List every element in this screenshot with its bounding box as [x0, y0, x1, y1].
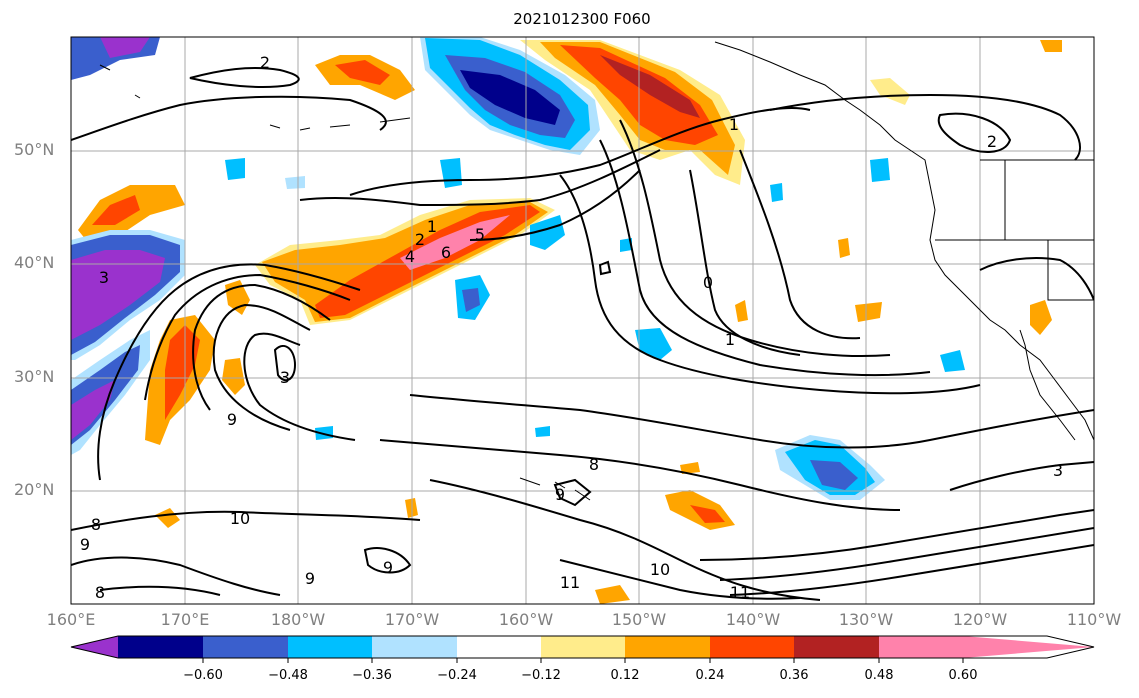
- contour-label: 9: [555, 485, 565, 504]
- lon-label: 160°W: [498, 610, 554, 629]
- contour-label: 1: [725, 330, 735, 349]
- contour-label: 8: [95, 583, 105, 602]
- lon-label: 160°E: [46, 610, 96, 629]
- contour-label: 1: [729, 115, 739, 134]
- lon-label: 120°W: [952, 610, 1008, 629]
- lat-label: 20°N: [14, 480, 55, 499]
- colorbar-segment: [118, 636, 203, 658]
- colorbar-segment: [794, 636, 879, 658]
- colorbar-min-extension: [71, 636, 118, 658]
- contour-label: 8: [589, 455, 599, 474]
- contour-label: 9: [227, 410, 237, 429]
- colorbar-max-extension: [963, 636, 1094, 658]
- lat-label: 40°N: [14, 253, 55, 272]
- colorbar-tick-label: −0.36: [352, 668, 392, 683]
- colorbar-segment: [541, 636, 625, 658]
- colorbar-segment: [879, 636, 963, 658]
- plot-title: 2021012300 F060: [513, 10, 651, 28]
- colorbar-tick-label: −0.12: [521, 668, 561, 683]
- lat-label: 50°N: [14, 140, 55, 159]
- colorbar-tick-label: −0.24: [437, 668, 477, 683]
- colorbar-tick-label: −0.48: [268, 668, 308, 683]
- contour-label: 10: [650, 560, 670, 579]
- contour-label: 11: [730, 583, 750, 602]
- contour-label: 4: [405, 247, 415, 266]
- lon-label: 110°W: [1066, 610, 1122, 629]
- lon-label: 140°W: [725, 610, 781, 629]
- contour-label: 3: [99, 268, 109, 287]
- lon-label: 170°E: [160, 610, 210, 629]
- lon-label: 150°W: [611, 610, 667, 629]
- contour-label: 1: [427, 217, 437, 236]
- warm-region-western-pacific: [78, 40, 1062, 604]
- contour-label: 9: [383, 558, 393, 577]
- lon-label: 180°W: [270, 610, 326, 629]
- warm-region-northeast-pacific: [520, 40, 745, 185]
- contour-label: 0: [703, 273, 713, 292]
- contour-label: 6: [441, 243, 451, 262]
- contour-label: 9: [305, 569, 315, 588]
- colorbar-segment: [372, 636, 457, 658]
- contour-label: 11: [560, 573, 580, 592]
- contour-label: 2: [260, 53, 270, 72]
- colorbar: [70, 635, 1095, 663]
- contour-label: 5: [475, 225, 485, 244]
- contour-label: 3: [280, 368, 290, 387]
- contour-labels: 2 2 1 1 2 3 6 5 4 3 9 0 1 8 9 10 9 11 10…: [80, 53, 1063, 602]
- contour-lines: [71, 67, 1094, 601]
- colorbar-tick-label: 0.12: [610, 668, 640, 683]
- cold-region-other: [225, 158, 965, 500]
- contour-label: 2: [415, 230, 425, 249]
- colorbar-tick-label: −0.60: [183, 668, 223, 683]
- colorbar-segment: [710, 636, 794, 658]
- lon-label: 130°W: [838, 610, 894, 629]
- colorbar-segment: [625, 636, 710, 658]
- colorbar-tick-label: 0.60: [948, 668, 978, 683]
- lat-label: 30°N: [14, 367, 55, 386]
- contour-label: 9: [80, 535, 90, 554]
- contour-label: 8: [91, 515, 101, 534]
- plot-frame: [70, 36, 1095, 605]
- cold-region-gulf-of-alaska: [420, 37, 600, 155]
- colorbar-segment: [288, 636, 372, 658]
- colorbar-tick-label: 0.48: [864, 668, 894, 683]
- contour-label: 2: [987, 132, 997, 151]
- colorbar-segment: [203, 636, 288, 658]
- colorbar-segment: [457, 636, 541, 658]
- lon-label: 170°W: [384, 610, 440, 629]
- colorbar-tick-label: 0.24: [695, 668, 725, 683]
- colorbar-outline: [70, 635, 1095, 659]
- contour-label: 10: [230, 509, 250, 528]
- colorbar-tick-label: 0.36: [779, 668, 809, 683]
- contour-label: 3: [1053, 461, 1063, 480]
